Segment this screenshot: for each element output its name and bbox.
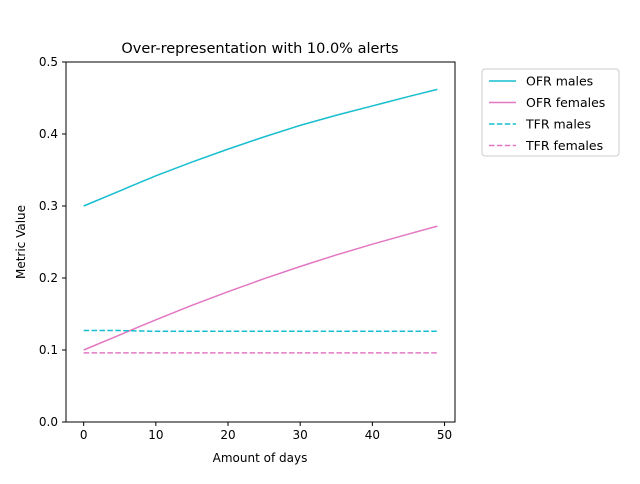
series-line-tfr-males bbox=[83, 329, 438, 333]
x-tick-label: 0 bbox=[80, 428, 88, 442]
x-axis-label: Amount of days bbox=[213, 451, 308, 465]
chart-title: Over-representation with 10.0% alerts bbox=[121, 41, 398, 57]
y-axis-label: Metric Value bbox=[14, 205, 28, 279]
x-tick-label: 40 bbox=[365, 428, 380, 442]
y-axis-ticks: 0.0 0.1 0.2 0.3 0.4 0.5 bbox=[39, 55, 66, 429]
y-tick-label: 0.1 bbox=[39, 343, 58, 357]
y-tick-label: 0.4 bbox=[39, 127, 58, 141]
plot-frame bbox=[65, 61, 456, 423]
legend-label: TFR females bbox=[525, 138, 603, 153]
x-tick-label: 50 bbox=[437, 428, 452, 442]
y-tick-label: 0.5 bbox=[39, 55, 58, 69]
y-tick-label: 0.3 bbox=[39, 199, 58, 213]
legend-box bbox=[481, 68, 620, 157]
legend: OFR males OFR females TFR males TFR females bbox=[481, 68, 620, 157]
legend-label: OFR females bbox=[526, 95, 605, 110]
legend-label: TFR males bbox=[525, 117, 591, 132]
legend-label: OFR males bbox=[526, 74, 593, 89]
x-tick-label: 10 bbox=[148, 428, 163, 442]
series-line-ofr-males bbox=[83, 88, 438, 207]
x-axis-ticks: 0 10 20 30 40 50 bbox=[80, 422, 452, 442]
y-tick-label: 0.2 bbox=[39, 271, 58, 285]
plot-lines bbox=[83, 88, 438, 354]
x-tick-label: 20 bbox=[220, 428, 235, 442]
y-tick-label: 0.0 bbox=[39, 415, 58, 429]
series-line-ofr-females bbox=[83, 225, 438, 351]
x-tick-label: 30 bbox=[293, 428, 308, 442]
